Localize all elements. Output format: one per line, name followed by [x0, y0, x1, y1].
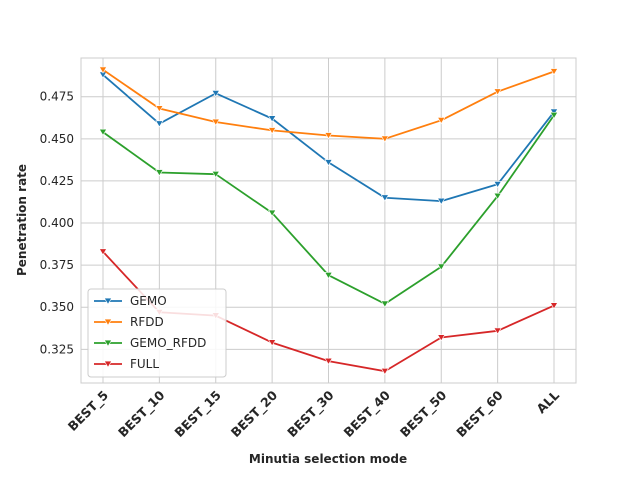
data-point	[380, 194, 389, 202]
x-axis: BEST_5 BEST_10 BEST_15 BEST_20 BEST_30 BEST_4…	[65, 387, 562, 440]
data-point	[211, 171, 220, 179]
data-point	[437, 197, 446, 205]
legend-swatch-marker	[103, 360, 113, 368]
x-tick-label: BEST_10	[115, 387, 168, 440]
legend-label: GEMO_RFDD	[130, 336, 206, 350]
legend-item: GEMO_RFDD	[94, 336, 206, 350]
data-point	[493, 181, 502, 189]
data-point	[268, 127, 277, 135]
legend-item: RFDD	[94, 315, 164, 329]
data-point	[268, 209, 277, 217]
data-point	[549, 108, 559, 116]
x-tick-label: BEST_40	[340, 387, 393, 440]
data-point	[98, 128, 108, 136]
data-point	[268, 115, 277, 123]
y-tick-label: 0.400	[40, 216, 74, 230]
series-rfdd	[98, 66, 559, 143]
data-point	[549, 302, 559, 310]
x-axis-label: Minutia selection mode	[249, 452, 407, 466]
y-tick-label: 0.350	[40, 300, 74, 314]
legend: GEMO RFDD GEMO_RFDD FULL	[87, 288, 227, 378]
data-point	[98, 66, 108, 74]
data-point	[549, 112, 559, 120]
data-point	[155, 120, 164, 128]
x-tick-label: BEST_20	[228, 387, 281, 440]
data-point	[493, 327, 502, 335]
series-gemo_rfdd	[98, 112, 559, 308]
y-tick-label: 0.375	[40, 258, 74, 272]
y-tick-label: 0.450	[40, 132, 74, 146]
legend-swatch-marker	[103, 339, 113, 347]
y-axis-label: Penetration rate	[15, 164, 29, 276]
x-tick-label: BEST_5	[65, 388, 112, 435]
data-point	[324, 159, 333, 167]
legend-swatch-marker	[103, 297, 113, 305]
x-tick-label: BEST_30	[284, 387, 337, 440]
data-point	[211, 90, 220, 98]
legend-box	[87, 288, 227, 378]
y-tick-label: 0.475	[40, 90, 74, 104]
legend-item: GEMO	[94, 294, 167, 308]
data-point	[268, 339, 277, 347]
data-point	[155, 169, 164, 177]
data-point	[211, 118, 220, 126]
x-tick-label: ALL	[533, 387, 562, 416]
series-layer	[98, 66, 559, 376]
plot-frame	[80, 57, 577, 384]
legend-label: FULL	[130, 357, 159, 371]
data-point	[437, 334, 446, 342]
data-point	[437, 117, 446, 125]
data-point	[380, 300, 389, 308]
x-tick-label: BEST_50	[397, 387, 450, 440]
legend-item: FULL	[94, 357, 159, 371]
data-point	[437, 263, 446, 271]
data-point	[380, 135, 389, 143]
data-point	[98, 248, 108, 256]
data-point	[324, 132, 333, 140]
y-axis: 0.325 0.350 0.375 0.400 0.425 0.450 0.475	[40, 90, 74, 357]
data-point	[549, 68, 559, 76]
data-point	[324, 272, 333, 280]
data-point	[324, 357, 333, 365]
data-point	[493, 192, 502, 200]
legend-swatch-marker	[103, 318, 113, 326]
x-tick-label: BEST_60	[453, 387, 506, 440]
legend-label: RFDD	[130, 315, 164, 329]
legend-label: GEMO	[130, 294, 167, 308]
data-point	[155, 105, 164, 113]
y-tick-label: 0.325	[40, 342, 74, 356]
data-point	[493, 88, 502, 96]
data-point	[380, 368, 389, 376]
x-tick-label: BEST_15	[171, 388, 224, 441]
y-tick-label: 0.425	[40, 174, 74, 188]
